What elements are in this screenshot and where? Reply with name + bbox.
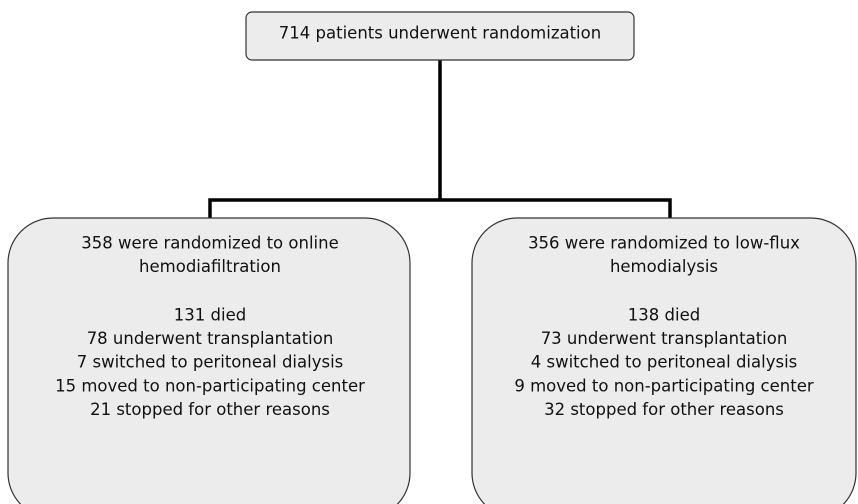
outcome: 15 moved to non-participating center <box>55 376 365 395</box>
outcome: 78 underwent transplantation <box>87 329 334 348</box>
top-box <box>245 11 635 61</box>
arm-heading: hemodiafiltration <box>139 257 281 276</box>
outcome: 21 stopped for other reasons <box>90 400 330 419</box>
outcome: 7 switched to peritoneal dialysis <box>77 353 344 372</box>
outcome: 9 moved to non-participating center <box>514 376 814 395</box>
outcome: 32 stopped for other reasons <box>544 400 784 419</box>
arm-box <box>471 217 857 504</box>
outcome: 138 died <box>628 306 700 325</box>
arm-heading: 356 were randomized to low-flux <box>528 234 800 253</box>
arm-box <box>7 217 411 504</box>
arm-heading: 358 were randomized to online <box>81 234 338 253</box>
outcome: 73 underwent transplantation <box>541 329 788 348</box>
connector <box>208 60 672 218</box>
top-label: 714 patients underwent randomization <box>279 24 601 43</box>
outcome: 4 switched to peritoneal dialysis <box>531 353 798 372</box>
arm-heading: hemodialysis <box>610 257 718 276</box>
outcome: 131 died <box>174 306 246 325</box>
